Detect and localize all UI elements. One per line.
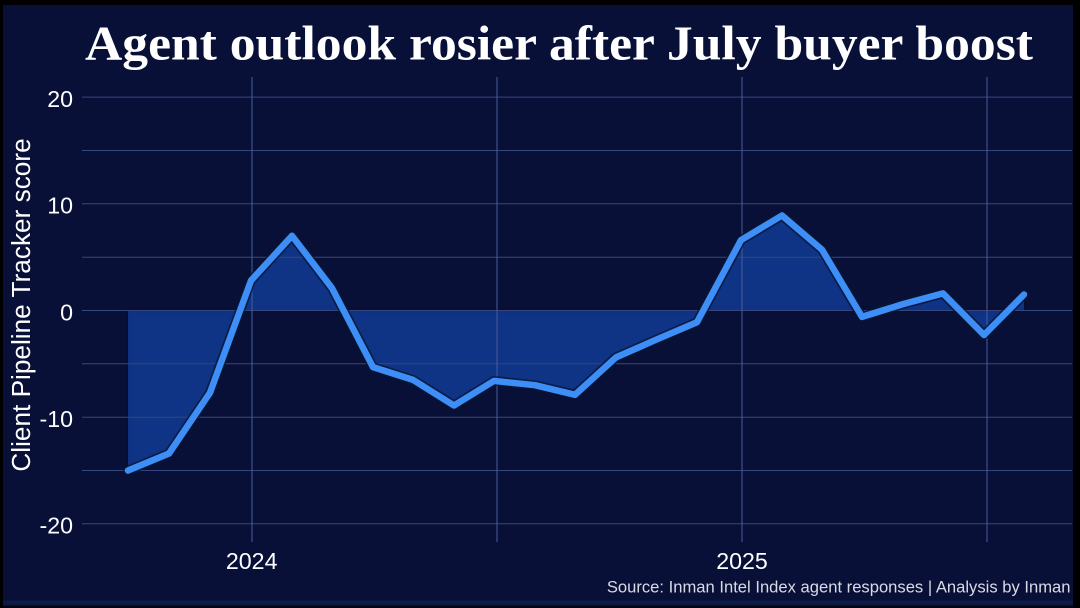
svg-text:0: 0 <box>60 299 73 325</box>
svg-text:10: 10 <box>47 193 73 219</box>
svg-text:Agent outlook rosier after Jul: Agent outlook rosier after July buyer bo… <box>85 18 1033 71</box>
svg-text:-10: -10 <box>39 406 73 432</box>
svg-text:2025: 2025 <box>716 548 768 574</box>
svg-text:20: 20 <box>47 86 73 112</box>
svg-text:Source: Inman Intel Index agen: Source: Inman Intel Index agent response… <box>607 578 1071 597</box>
svg-text:2024: 2024 <box>226 548 278 574</box>
svg-text:-20: -20 <box>39 513 73 539</box>
svg-text:Client Pipeline Tracker score: Client Pipeline Tracker score <box>6 138 36 471</box>
